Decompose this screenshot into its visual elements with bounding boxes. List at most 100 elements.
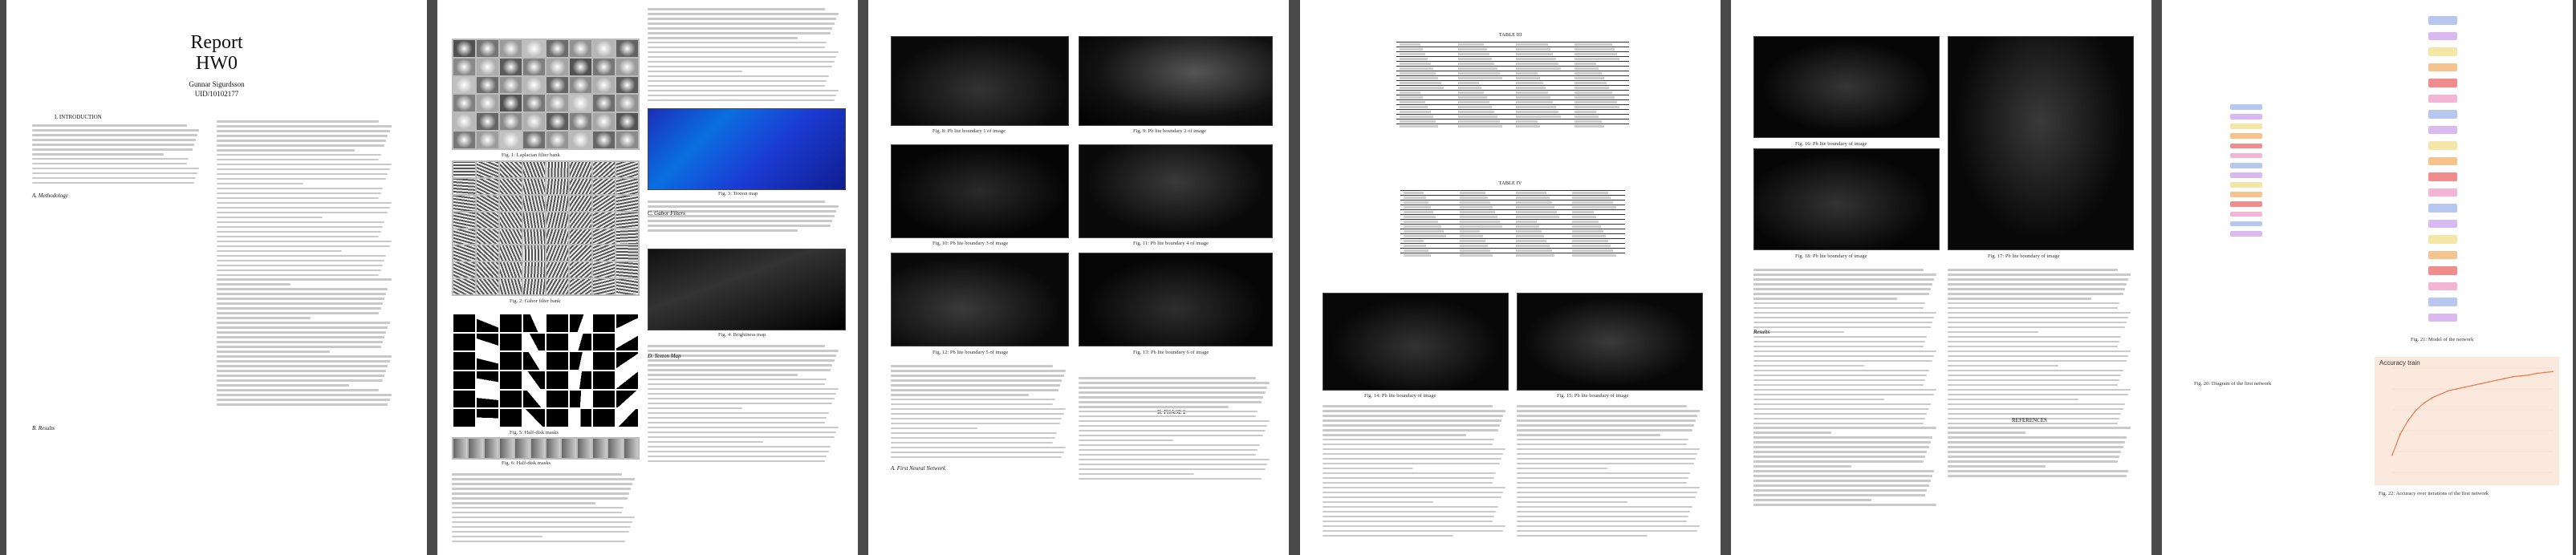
filter-cell <box>477 212 498 228</box>
filter-cell <box>593 132 615 148</box>
text-line <box>1323 457 1502 460</box>
filter-cell <box>500 262 522 278</box>
filter-cell <box>453 212 475 228</box>
text-line <box>648 421 825 424</box>
text-line <box>1948 369 2123 372</box>
text-line <box>1753 302 1925 305</box>
text-line <box>1079 419 1270 423</box>
text-line <box>648 455 827 458</box>
text-line <box>217 172 388 176</box>
text-line <box>648 60 835 63</box>
table-cell <box>1513 229 1569 234</box>
text-line <box>217 259 384 262</box>
figure-caption: Fig. 17: Pb lite boundary of image <box>1988 253 2060 259</box>
text-line <box>217 264 383 267</box>
text-line <box>217 124 392 128</box>
table-cell <box>1457 190 1513 196</box>
text-line <box>1948 422 2118 425</box>
text-line <box>1079 444 1260 447</box>
filter-cell <box>546 58 568 75</box>
network-layer-block <box>2428 47 2457 56</box>
text-line <box>1517 419 1696 422</box>
text-line <box>1948 427 2131 430</box>
text-line <box>217 235 380 238</box>
text-line <box>1079 386 1268 389</box>
text-line <box>1948 354 2129 358</box>
text-line <box>1948 407 2123 411</box>
table-cell <box>1513 90 1571 95</box>
text-line <box>1323 409 1505 412</box>
text-line <box>217 384 349 387</box>
filter-cell <box>546 439 561 458</box>
text-line <box>32 128 199 132</box>
text-line <box>452 530 629 533</box>
table-cell <box>1569 253 1625 257</box>
table-cell <box>1396 90 1455 95</box>
text-line <box>648 411 829 415</box>
text-line <box>1753 311 1936 314</box>
text-line <box>648 22 835 25</box>
filter-cell <box>453 40 475 57</box>
data-point <box>2456 388 2457 390</box>
layer-table <box>1400 190 1625 257</box>
text-line <box>648 349 839 352</box>
text-line <box>1323 476 1494 480</box>
text-line <box>217 283 291 286</box>
text-line <box>1753 403 1931 406</box>
text-line <box>32 133 197 136</box>
table-cell <box>1570 99 1629 105</box>
filter-cell <box>616 76 638 94</box>
table-cell <box>1569 243 1625 249</box>
table-cell <box>1570 56 1629 62</box>
subsection-gabor: C. Gabor Filters <box>648 210 685 217</box>
filter-cell <box>500 409 522 427</box>
figure-caption: Fig. 8: Pb lite boundary 1 of image <box>932 128 1006 134</box>
boundary-image-2 <box>1079 36 1273 126</box>
text-line <box>1753 269 1924 271</box>
filter-cell <box>616 409 638 427</box>
page-6: Fig. 20: Diagram of the first network Fi… <box>2162 0 2573 555</box>
text-line <box>648 445 831 448</box>
accuracy-chart-plot <box>2391 367 2554 473</box>
subsection-texton: D. Texton Map <box>648 353 681 359</box>
filter-cell <box>477 113 498 131</box>
text-line <box>1517 515 1688 518</box>
text-line <box>1323 534 1454 537</box>
column-left-text <box>1323 405 1507 540</box>
filter-cell <box>593 352 615 370</box>
text-line <box>217 225 383 229</box>
text-line <box>1948 273 2131 276</box>
table-cell <box>1400 190 1457 196</box>
text-line <box>217 163 392 166</box>
filter-cell <box>530 439 545 458</box>
filter-cell <box>477 76 498 94</box>
text-line <box>1323 529 1504 533</box>
filter-cell <box>546 76 568 94</box>
text-line <box>648 359 835 362</box>
text-line <box>1753 369 1929 372</box>
text-line <box>217 168 390 171</box>
figure-caption: Fig. 13: Pb lite boundary 6 of image <box>1133 350 1209 355</box>
figure-caption: Fig. 3: Texton map <box>718 191 758 196</box>
table-cell <box>1513 66 1571 71</box>
table-cell <box>1396 99 1455 105</box>
text-line <box>1948 379 2119 382</box>
text-line <box>452 516 635 519</box>
text-line <box>1753 436 1933 440</box>
table-cell <box>1454 42 1513 47</box>
filter-cell <box>523 40 545 57</box>
text-line <box>217 288 388 291</box>
text-line <box>1753 326 1931 329</box>
filter-cell <box>593 40 615 57</box>
text-line <box>1948 383 2118 387</box>
network-layer-block <box>2428 235 2457 244</box>
table-cell <box>1513 47 1571 52</box>
filter-cell <box>477 95 498 112</box>
table-cell <box>1396 119 1455 124</box>
filter-cell <box>546 314 568 332</box>
text-line <box>1517 443 1687 446</box>
table-cell <box>1569 209 1625 215</box>
text-line <box>32 148 193 151</box>
filter-cell <box>477 58 498 75</box>
table-cell <box>1570 47 1629 52</box>
